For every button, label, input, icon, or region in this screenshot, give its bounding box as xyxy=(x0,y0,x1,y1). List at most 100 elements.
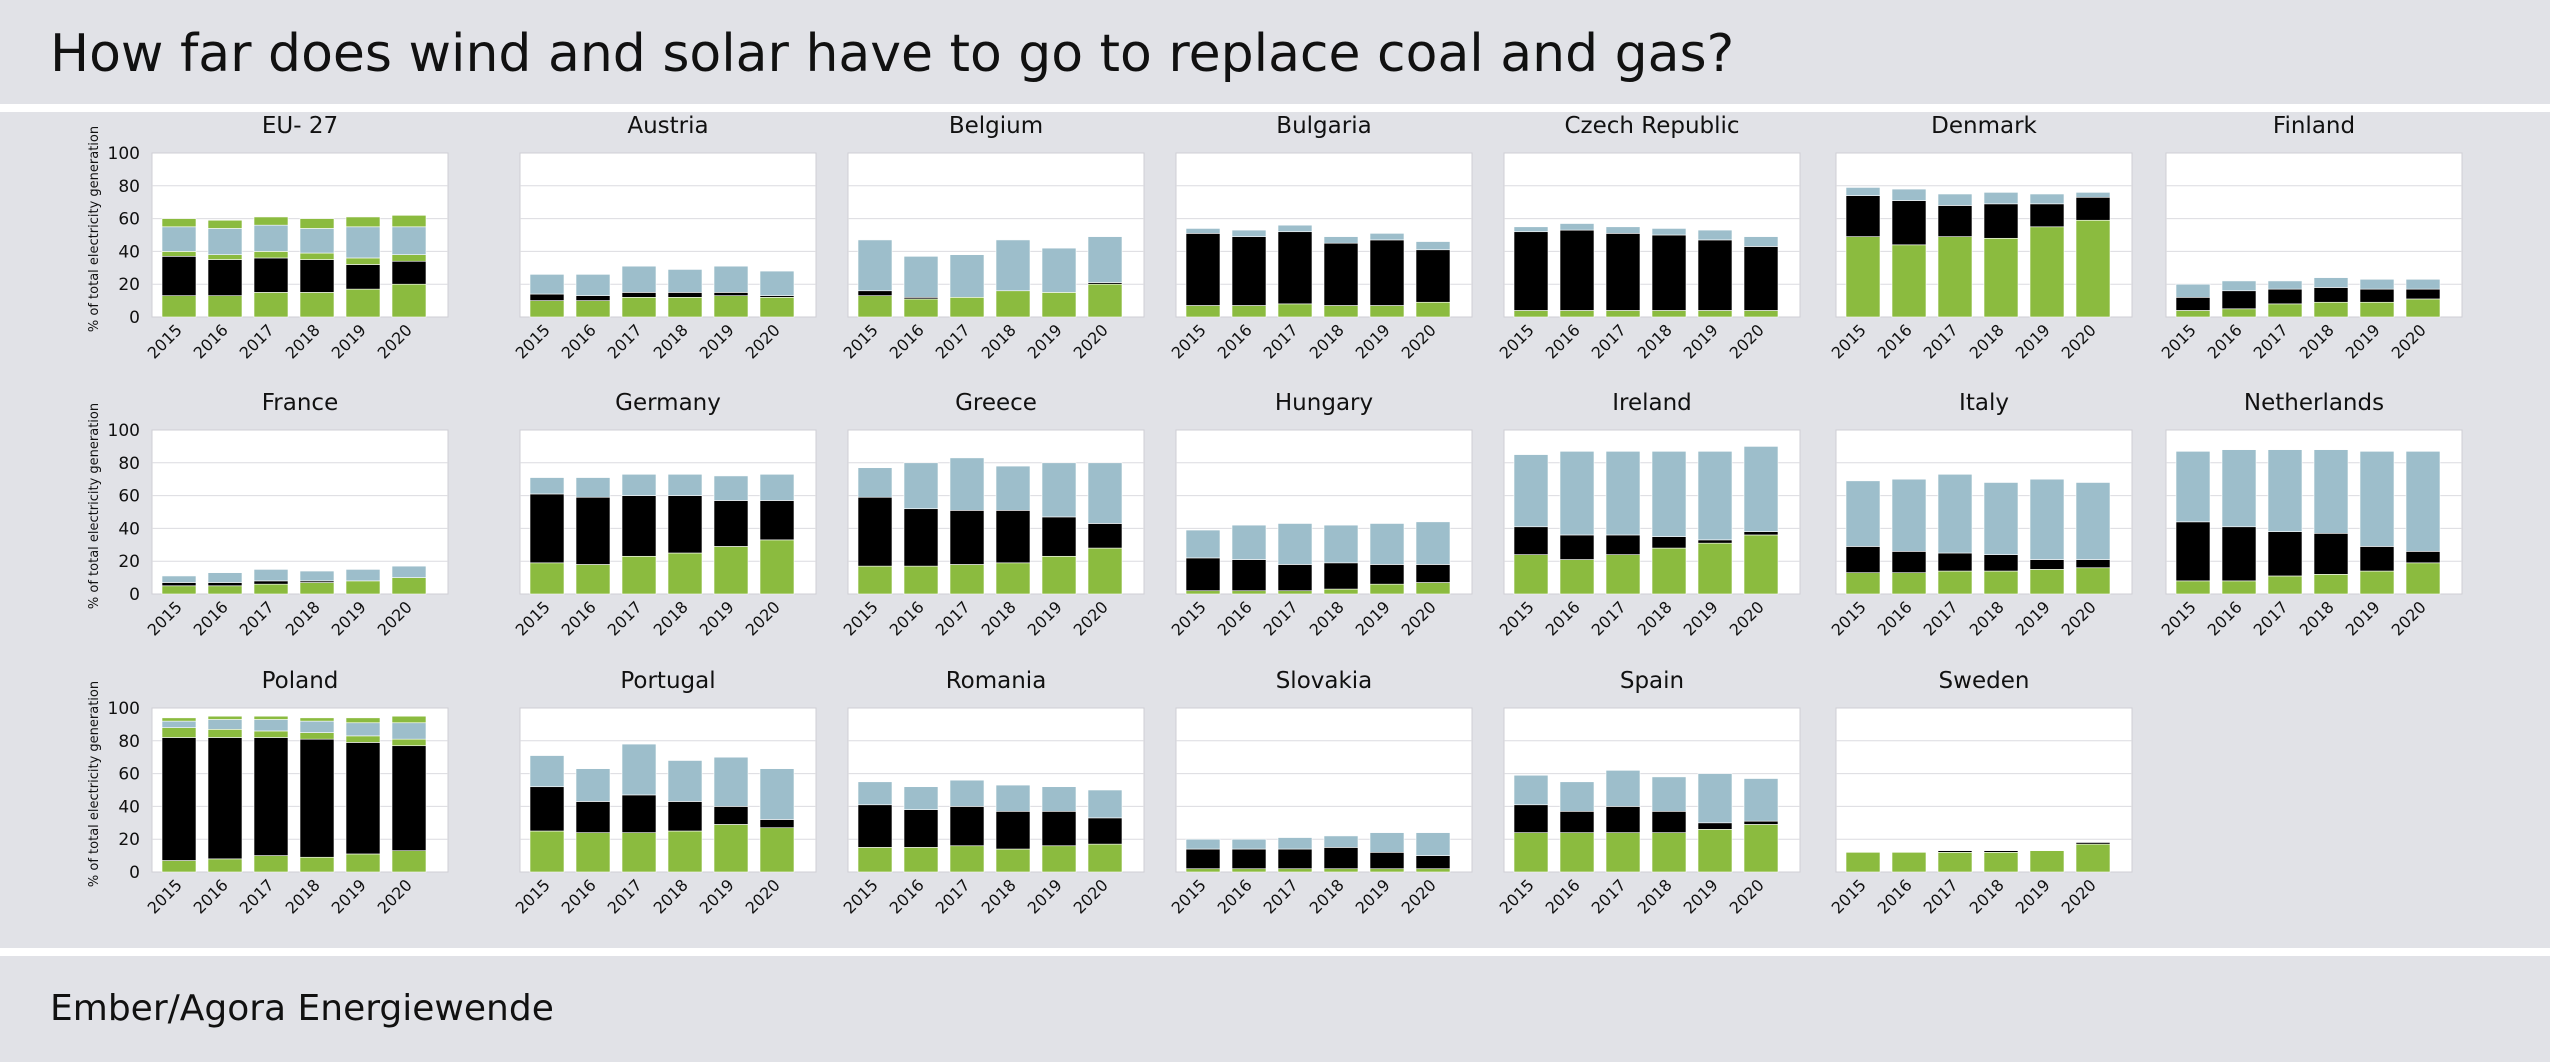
coal-segment xyxy=(1323,847,1359,870)
wind-solar-segment xyxy=(161,860,197,873)
wind-solar-segment xyxy=(2075,567,2111,595)
gas-segment xyxy=(1605,770,1641,807)
panel-czech-republic: Czech Republic 2015 2016 2017 2018 2019 2020 xyxy=(1496,113,1801,363)
panel-hungary: Hungary 2015 2016 2017 2018 2019 2020 xyxy=(1168,390,1473,640)
x-tick-label: 2016 xyxy=(558,597,600,639)
gas-segment xyxy=(621,265,657,293)
x-tick-label: 2015 xyxy=(1496,320,1538,362)
coal-segment xyxy=(2175,521,2211,582)
gas-segment xyxy=(529,274,565,295)
gas-segment xyxy=(529,755,565,788)
gas-segment xyxy=(1605,226,1641,234)
gas-segment xyxy=(1231,524,1267,560)
x-tick-label: 2018 xyxy=(978,320,1020,362)
panel-title: Austria xyxy=(627,113,708,139)
gas-segment xyxy=(1937,473,1973,554)
y-tick-label: 100 xyxy=(108,421,140,441)
wind-solar-segment xyxy=(1697,310,1733,318)
x-tick-label: 2017 xyxy=(1588,875,1630,917)
gas-segment xyxy=(713,756,749,807)
panel-bulgaria: Bulgaria 2015 2016 2017 2018 2019 2020 xyxy=(1168,113,1473,363)
x-tick-label: 2018 xyxy=(650,597,692,639)
panel-portugal: Portugal 2015 2016 2017 2018 2019 2020 xyxy=(512,668,817,918)
x-tick-label: 2020 xyxy=(1726,320,1768,362)
coal-segment xyxy=(345,742,381,855)
other-segment xyxy=(207,254,243,260)
x-tick-label: 2019 xyxy=(696,320,738,362)
coal-segment xyxy=(2359,546,2395,572)
wind-solar-segment xyxy=(903,298,939,318)
x-tick-label: 2015 xyxy=(1168,875,1210,917)
x-tick-label: 2016 xyxy=(1214,597,1256,639)
coal-segment xyxy=(1369,852,1405,870)
x-tick-label: 2018 xyxy=(282,875,324,917)
coal-segment xyxy=(529,493,565,564)
gas-segment xyxy=(1559,223,1595,231)
wind-solar-segment xyxy=(1743,310,1779,318)
y-tick-label: 20 xyxy=(118,275,140,295)
gas-segment xyxy=(1743,446,1779,532)
panel-poland: Poland 0 20 40 60 80 100 % of total electricity… xyxy=(87,668,449,918)
coal-segment xyxy=(1937,552,1973,572)
wind-solar-segment xyxy=(1937,570,1973,595)
wind-solar-segment xyxy=(575,300,611,318)
y-axis-label: % of total electricity generation xyxy=(87,403,102,609)
panel-title: Belgium xyxy=(949,113,1043,139)
wind-solar-segment xyxy=(1185,868,1221,873)
gas-segment xyxy=(299,570,335,582)
other-segment xyxy=(207,729,243,738)
gas-segment xyxy=(1323,524,1359,564)
x-tick-label: 2016 xyxy=(190,597,232,639)
y-tick-label: 40 xyxy=(118,797,140,817)
coal-segment xyxy=(621,794,657,833)
gas-segment xyxy=(1087,236,1123,283)
x-tick-label: 2018 xyxy=(1634,320,1676,362)
x-tick-label: 2015 xyxy=(1168,597,1210,639)
coal-segment xyxy=(903,508,939,567)
x-tick-label: 2020 xyxy=(2058,875,2100,917)
coal-segment xyxy=(1323,242,1359,306)
wind-solar-segment xyxy=(857,565,893,595)
other-segment xyxy=(253,715,289,720)
y-tick-label: 80 xyxy=(118,177,140,197)
wind-solar-segment xyxy=(1605,832,1641,873)
coal-segment xyxy=(1937,850,1973,853)
coal-segment xyxy=(1743,820,1779,825)
wind-solar-segment xyxy=(161,295,197,318)
gas-segment xyxy=(903,462,939,510)
other-segment xyxy=(161,251,197,257)
y-tick-label: 20 xyxy=(118,830,140,850)
coal-segment xyxy=(1231,236,1267,306)
gas-segment xyxy=(299,720,335,733)
other-segment xyxy=(253,216,289,226)
gas-segment xyxy=(391,722,427,740)
wind-solar-segment xyxy=(1891,244,1927,318)
x-tick-label: 2015 xyxy=(2158,597,2200,639)
coal-segment xyxy=(1891,551,1927,573)
wind-solar-segment xyxy=(2313,301,2349,318)
coal-segment xyxy=(2405,551,2441,564)
wind-solar-segment xyxy=(1605,310,1641,318)
coal-segment xyxy=(161,582,197,587)
wind-solar-segment xyxy=(253,855,289,873)
gas-segment xyxy=(667,760,703,802)
wind-solar-segment xyxy=(1845,572,1881,595)
other-segment xyxy=(299,717,335,722)
panel-romania: Romania 2015 2016 2017 2018 2019 2020 xyxy=(840,668,1145,918)
panel-title: Bulgaria xyxy=(1276,113,1371,139)
x-tick-label: 2015 xyxy=(1496,875,1538,917)
x-tick-label: 2017 xyxy=(2250,320,2292,362)
coal-segment xyxy=(1743,531,1779,536)
x-tick-label: 2015 xyxy=(1496,597,1538,639)
panel-title: Denmark xyxy=(1931,113,2037,139)
x-tick-label: 2016 xyxy=(558,875,600,917)
x-tick-label: 2020 xyxy=(742,597,784,639)
gas-segment xyxy=(1231,229,1267,237)
panel-france: France 0 20 40 60 80 100 % of total electricity… xyxy=(87,390,449,640)
wind-solar-segment xyxy=(1087,547,1123,595)
gas-segment xyxy=(575,477,611,498)
gas-segment xyxy=(345,722,381,737)
x-tick-label: 2016 xyxy=(886,875,928,917)
wind-solar-segment xyxy=(1369,583,1405,595)
x-tick-label: 2016 xyxy=(1542,320,1584,362)
